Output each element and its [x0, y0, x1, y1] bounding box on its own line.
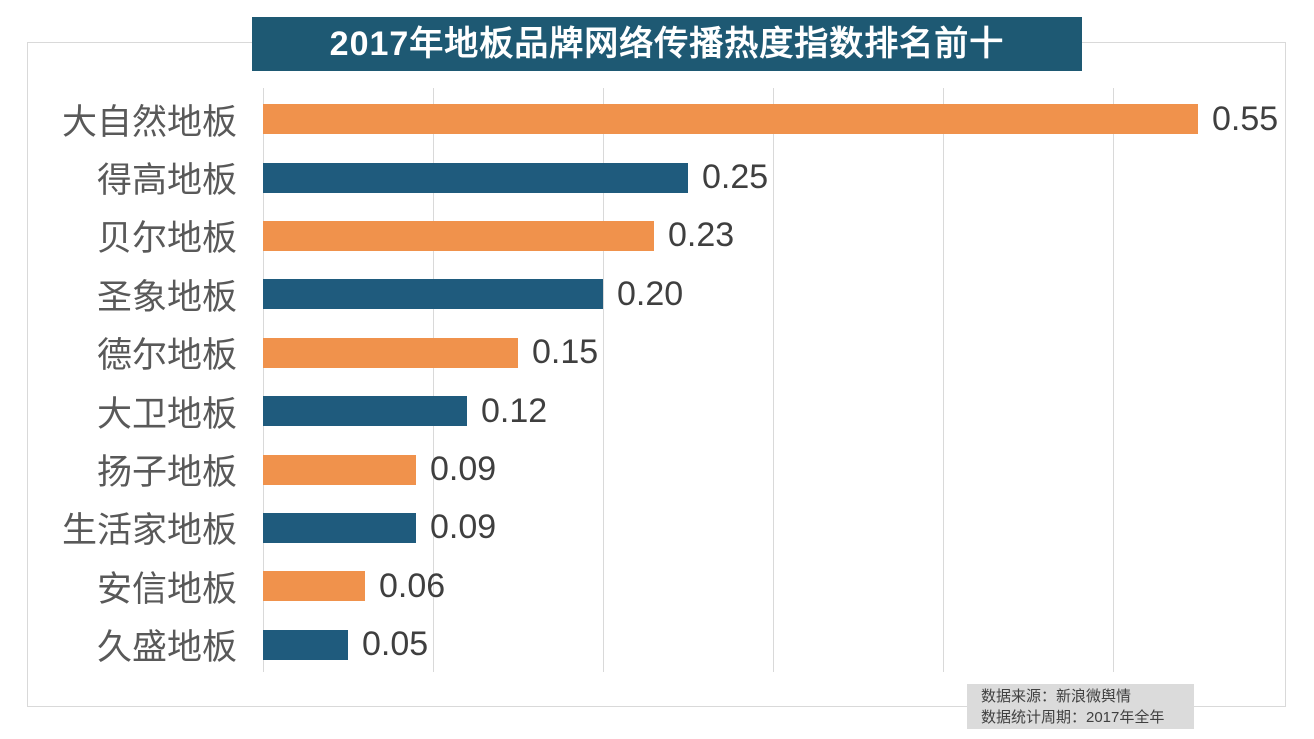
bar [263, 337, 518, 368]
plot-area [263, 88, 1286, 672]
value-label: 0.55 [1212, 99, 1279, 138]
bar-row: 德尔地板 0.15 [20, 324, 1314, 382]
category-label: 扬子地板 [96, 453, 237, 493]
source-note-line2: 数据统计周期：2017年全年 [981, 709, 1165, 726]
value-label: 0.25 [702, 158, 769, 197]
bar [263, 162, 688, 193]
bar-rows: 大自然地板 0.55 得高地板 0.25 贝尔地板 0.23 圣象地板 0.20 德尔地板 0.1… [20, 90, 1314, 674]
chart-title-text: 2017年地板品牌网络传播热度指数排名前十 [329, 25, 1005, 63]
bar-row: 得高地板 0.25 [20, 148, 1314, 206]
bar-row: 生活家地板 0.09 [20, 499, 1314, 557]
value-label: 0.23 [668, 216, 735, 255]
bar [263, 629, 348, 660]
source-note: 数据来源：新浪微舆情 数据统计周期：2017年全年 [967, 684, 1194, 729]
value-label: 0.09 [430, 508, 497, 547]
bar-row: 大自然地板 0.55 [20, 90, 1314, 148]
category-label: 生活家地板 [61, 511, 237, 551]
value-label: 0.15 [532, 333, 599, 372]
value-label: 0.12 [481, 391, 548, 430]
bar-row: 大卫地板 0.12 [20, 382, 1314, 440]
value-label: 0.06 [379, 566, 446, 605]
category-label: 贝尔地板 [96, 219, 237, 259]
chart-title: 2017年地板品牌网络传播热度指数排名前十 [252, 17, 1082, 71]
bar [263, 571, 365, 602]
value-label: 0.05 [362, 625, 429, 664]
gridline [1113, 88, 1114, 672]
bar [263, 396, 467, 427]
bar [263, 454, 416, 485]
gridline [943, 88, 944, 672]
bar-row: 扬子地板 0.09 [20, 440, 1314, 498]
value-label: 0.20 [617, 274, 684, 313]
gridline [603, 88, 604, 672]
value-label: 0.09 [430, 450, 497, 489]
bar [263, 104, 1198, 135]
bar [263, 279, 603, 310]
bar-row: 圣象地板 0.20 [20, 265, 1314, 323]
gridline [773, 88, 774, 672]
bar [263, 220, 654, 251]
gridline [433, 88, 434, 672]
category-label: 大自然地板 [61, 102, 237, 142]
category-label: 安信地板 [96, 569, 237, 609]
gridline [263, 88, 264, 672]
source-note-line1: 数据来源：新浪微舆情 [981, 688, 1132, 705]
bar [263, 512, 416, 543]
bar-row: 贝尔地板 0.23 [20, 207, 1314, 265]
category-label: 得高地板 [96, 161, 237, 201]
category-label: 圣象地板 [96, 277, 237, 317]
bar-row: 久盛地板 0.05 [20, 616, 1314, 674]
category-label: 大卫地板 [96, 394, 237, 434]
category-label: 久盛地板 [96, 628, 237, 668]
bar-row: 安信地板 0.06 [20, 557, 1314, 615]
category-label: 德尔地板 [96, 336, 237, 376]
